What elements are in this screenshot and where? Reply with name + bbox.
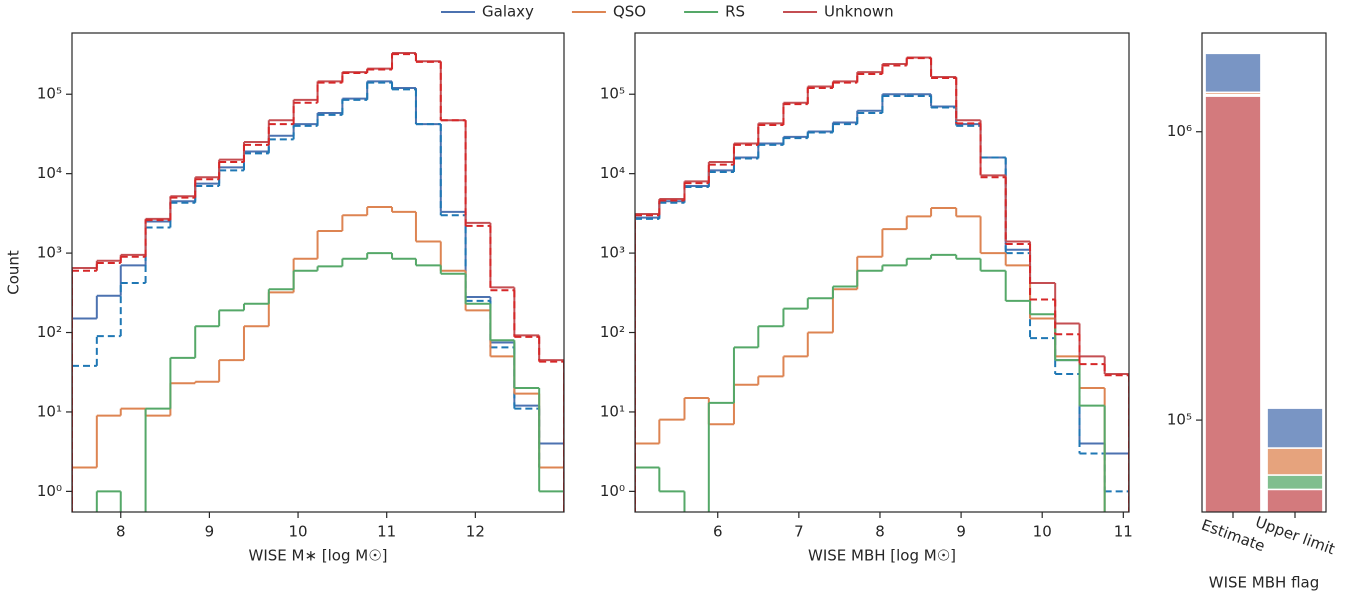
x-axis-label: WISE M∗ [log M☉] <box>248 547 387 565</box>
legend-label: QSO <box>613 3 646 21</box>
x-tick-label: 7 <box>794 523 804 541</box>
axes-frame <box>71 32 565 513</box>
x-tick-label: 6 <box>713 523 723 541</box>
x-tick-label: 9 <box>205 523 215 541</box>
x-tick-label: 12 <box>466 523 485 541</box>
y-tick-label: 10⁴ <box>37 164 62 182</box>
x-tick-label: 8 <box>875 523 885 541</box>
x-axis-label: WISE MBH [log M☉] <box>808 547 956 565</box>
y-tick-label: 10⁵ <box>37 85 62 103</box>
bar-segment <box>1266 447 1324 476</box>
x-tick-label: 11 <box>377 523 396 541</box>
x-tick-label: 9 <box>956 523 966 541</box>
bar-segment <box>1204 95 1262 512</box>
y-tick-label: 10⁰ <box>600 482 625 500</box>
x-tick-label: Upper limit <box>1253 513 1337 558</box>
y-tick-label: 10⁵ <box>1167 411 1192 429</box>
y-axis-label: Count <box>5 250 23 295</box>
x-tick-label: 10 <box>1033 523 1052 541</box>
x-tick-label: 11 <box>1114 523 1133 541</box>
y-tick-label: 10⁵ <box>600 85 625 103</box>
bar-segment <box>1266 407 1324 449</box>
x-axis-label: WISE MBH flag <box>1209 574 1319 592</box>
y-tick-label: 10² <box>37 323 62 341</box>
x-tick-label: 8 <box>116 523 126 541</box>
axes-frame <box>634 32 1130 513</box>
y-tick-label: 10⁶ <box>1167 122 1192 140</box>
y-tick-label: 10⁴ <box>600 164 625 182</box>
plot-area <box>635 56 1129 512</box>
legend-label: RS <box>725 3 745 21</box>
axes-frame <box>1201 32 1327 513</box>
legend-label: Galaxy <box>482 3 534 21</box>
plot-area <box>1204 52 1324 512</box>
plot-area <box>72 52 564 512</box>
bar-segment <box>1266 488 1324 512</box>
y-tick-label: 10³ <box>600 244 625 262</box>
x-tick-label: 10 <box>289 523 308 541</box>
bar-segment <box>1204 52 1262 94</box>
y-tick-label: 10¹ <box>600 402 625 420</box>
legend-label: Unknown <box>824 3 894 21</box>
y-tick-label: 10⁰ <box>37 482 62 500</box>
y-tick-label: 10² <box>600 323 625 341</box>
y-tick-label: 10³ <box>37 244 62 262</box>
y-tick-label: 10¹ <box>37 402 62 420</box>
bar-segment <box>1266 474 1324 491</box>
